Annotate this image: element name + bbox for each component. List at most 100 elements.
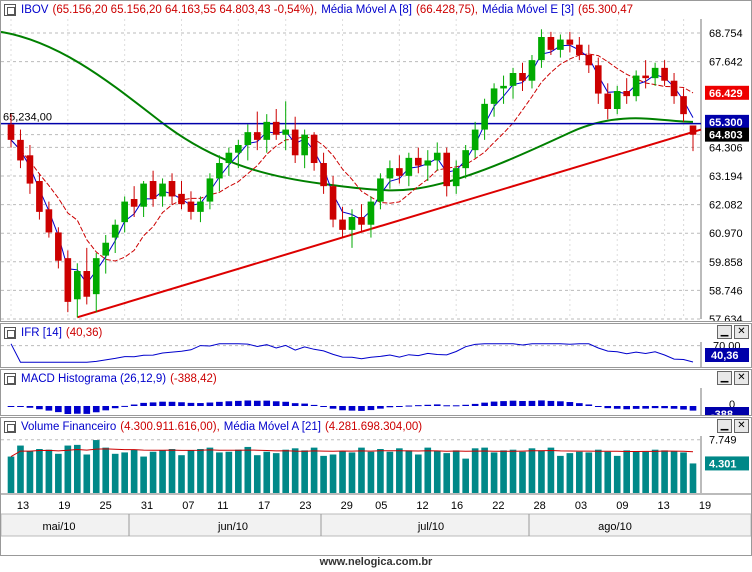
volume-bar — [433, 451, 441, 493]
x-tick-label: 29 — [341, 500, 353, 512]
macd-histogram-bar — [613, 406, 621, 409]
volume-bar — [263, 451, 271, 493]
macd-histogram-bar — [414, 405, 422, 407]
volume-bar — [282, 449, 290, 493]
close-icon[interactable]: ✕ — [734, 371, 749, 385]
macd-histogram-bar — [102, 406, 110, 411]
macd-histogram-bar — [547, 400, 555, 406]
macd-histogram-bar — [178, 402, 185, 406]
candle-body — [26, 155, 34, 184]
volume-bar — [291, 448, 299, 493]
volume-bar — [490, 452, 498, 493]
volume-bar — [367, 451, 375, 493]
sma-value-badge-bg — [705, 85, 749, 100]
macd-histogram-bar — [272, 401, 280, 406]
volume-chart[interactable]: 7.749 4.301 13 19 25 31 07 11 17 23 29 05 12 16 22 28 03… — [1, 418, 751, 555]
macd-histogram-bar — [73, 406, 81, 414]
macd-histogram-bar — [452, 405, 460, 407]
macd-histogram-bar — [538, 400, 545, 406]
volume-bar — [651, 449, 659, 493]
volume-bar — [519, 451, 526, 493]
minimize-icon[interactable]: ▁ — [717, 325, 732, 339]
macd-histogram-bar — [197, 403, 204, 406]
candle-body — [500, 85, 507, 89]
macd-histogram-bar — [405, 405, 413, 407]
volume-bar — [7, 456, 15, 493]
minimize-icon[interactable]: ▁ — [717, 371, 732, 385]
minimize-icon[interactable]: ▁ — [717, 419, 732, 433]
macd-histogram-bar — [500, 401, 507, 406]
close-icon[interactable]: ✕ — [734, 325, 749, 339]
macd-histogram-bar — [7, 406, 15, 407]
last-price-badge-bg — [705, 127, 749, 142]
candlestick-chart[interactable]: 68.754 67.642 64.306 63.194 62.082 60.970 59.8… — [1, 1, 751, 321]
volume-bar — [585, 452, 593, 493]
candle-body — [64, 258, 72, 302]
candle-body — [433, 152, 441, 161]
x-tick-label: 03 — [575, 500, 587, 512]
macd-histogram-bar — [206, 402, 214, 406]
macd-histogram-bar — [689, 406, 697, 411]
title-part: (66.428,75), — [415, 4, 478, 16]
x-tick-label: 16 — [451, 500, 463, 512]
x-tick-label: 07 — [182, 500, 194, 512]
macd-histogram-bar — [490, 401, 498, 406]
volume-bar — [64, 445, 72, 493]
macd-histogram-bar — [140, 402, 147, 406]
candle-body — [680, 96, 687, 115]
title-part: IBOV — [21, 4, 49, 16]
macd-chart[interactable]: 0-388 — [1, 370, 751, 415]
volume-bar — [73, 444, 81, 493]
macd-histogram-bar — [651, 406, 659, 409]
volume-bar — [339, 451, 346, 493]
macd-histogram-bar — [26, 406, 34, 408]
candle-body — [386, 168, 394, 179]
candle-body — [329, 186, 337, 220]
month-strip — [1, 513, 751, 537]
candle-body — [339, 219, 346, 230]
title-part: (40,36) — [65, 327, 103, 339]
volume-bar — [235, 449, 242, 493]
footer-link[interactable]: www.nelogica.com.br — [0, 556, 752, 572]
volume-panel-titlebar: Volume Financeiro (4.300.911.616,00), Médi… — [1, 418, 751, 436]
y-tick-label: 62.082 — [709, 200, 743, 212]
volume-bar — [509, 449, 517, 493]
panel-menu-icon[interactable] — [4, 373, 16, 385]
candle-body — [291, 129, 299, 156]
ifr-panel-title: IFR [14] (40,36) — [1, 327, 106, 339]
volume-bar — [130, 449, 138, 493]
macd-histogram-bar — [433, 404, 441, 406]
candle-body — [471, 129, 479, 151]
volume-bar — [149, 451, 157, 493]
price-panel-titlebar: IBOV (65.156,20 65.156,20 64.163,55 64.80… — [1, 1, 751, 19]
panel-menu-icon[interactable] — [4, 4, 16, 16]
panel-menu-icon[interactable] — [4, 421, 16, 433]
volume-bar — [632, 451, 640, 493]
candle-body — [92, 258, 100, 295]
macd-histogram-bar — [291, 403, 299, 406]
panel-menu-icon[interactable] — [4, 327, 16, 339]
price-panel: IBOV (65.156,20 65.156,20 64.163,55 64.80… — [0, 0, 752, 322]
x-tick-label: 17 — [258, 500, 270, 512]
volume-moving-average-line — [10, 448, 694, 458]
y-tick-label: 60.970 — [709, 228, 743, 240]
macd-histogram-bar — [187, 402, 195, 406]
volume-bar — [102, 447, 110, 493]
macd-histogram-bar — [111, 406, 119, 409]
volume-bar — [92, 440, 100, 493]
candle-body — [538, 37, 545, 61]
candle-body — [462, 150, 469, 169]
volume-bar — [17, 445, 24, 493]
volume-bar — [55, 453, 62, 493]
volume-bar — [424, 447, 432, 493]
macd-histogram-bar — [92, 406, 100, 413]
macd-histogram-bar — [83, 406, 91, 414]
volume-bar — [547, 447, 555, 493]
x-tick-label: 19 — [699, 500, 711, 512]
volume-bar — [443, 453, 451, 493]
title-part: (-388,42) — [170, 373, 217, 385]
volume-bar — [36, 449, 43, 493]
close-icon[interactable]: ✕ — [734, 419, 749, 433]
macd-value-badge: -388 — [711, 409, 733, 415]
